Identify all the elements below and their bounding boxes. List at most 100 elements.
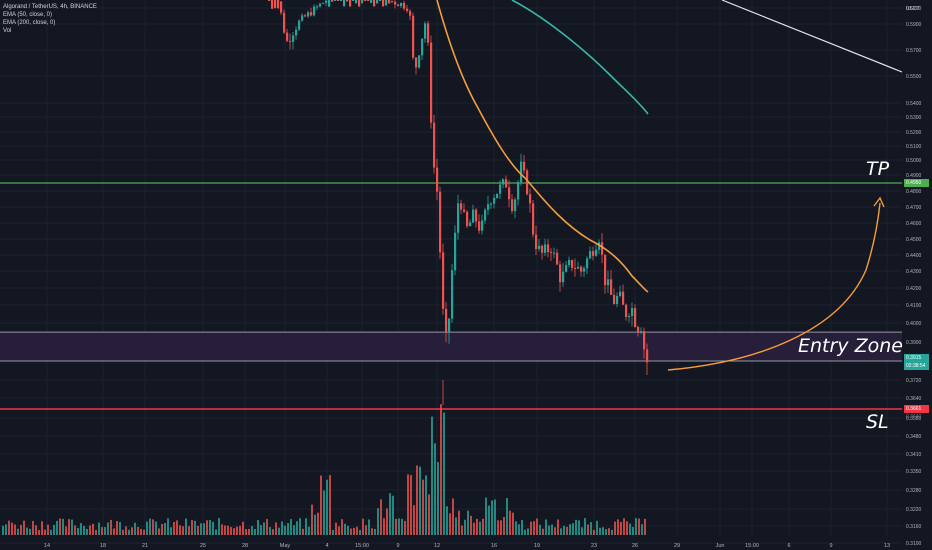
volume-bar [560,528,562,535]
volume-bar [356,526,358,535]
candle-body [466,211,469,227]
volume-bar [461,525,463,535]
ema50-line [436,0,649,293]
candle-body [646,349,649,363]
volume-bar [92,523,94,535]
volume-bar [440,404,442,535]
volume-bar [545,519,547,535]
volume-bar [389,493,391,535]
candle-body [583,268,586,272]
volume-bar [626,521,628,535]
y-tick-label: 0.5100 [906,144,922,150]
volume-bar [578,520,580,535]
volume-bar [563,525,565,535]
candle-body [598,242,601,250]
y-tick-label: 0.4500 [906,237,922,243]
candle-body [271,0,274,9]
candle-body [400,3,403,7]
volume-bar [233,528,235,535]
candle-body [562,271,565,283]
y-tick-label: 0.4000 [906,321,922,327]
volume-bar [206,520,208,535]
volume-bar [23,520,25,535]
x-tick-label: 28 [242,543,248,549]
volume-bars [2,404,646,535]
volume-bar [503,517,505,535]
volume-bar [434,443,436,535]
candle-body [370,0,373,3]
legend-vol[interactable]: Vol [3,28,12,34]
volume-bar [29,528,31,535]
candle-body [460,203,463,210]
volume-bar [287,523,289,535]
trendline-segment [721,0,903,73]
candle-body [448,318,451,333]
volume-bar [80,523,82,535]
candle-body [631,308,634,316]
candle-body [403,3,406,9]
volume-bar [551,524,553,535]
y-tick-label: 0.4600 [906,221,922,227]
legend-ema50[interactable]: EMA (50, close, 0) [3,12,53,18]
y-tick-label: 0.3410 [906,452,922,458]
ema200-path [511,0,649,115]
candle-body [343,0,346,7]
candle-body [322,2,325,4]
legend-ema200[interactable]: EMA (200, close, 0) [3,20,56,26]
volume-bar [8,520,10,535]
volume-bar [428,494,430,535]
candle-body [388,0,391,4]
y-tick-label: 0.5000 [906,158,922,164]
candle-body [481,220,484,231]
candle-body [382,0,385,7]
volume-bar [17,528,19,535]
x-tick-label: 14 [44,543,50,549]
volume-bar [152,519,154,535]
candle-body [457,203,460,233]
volume-bar [341,519,343,535]
candle-body [340,0,343,2]
candle-body [418,55,421,68]
chart-legend: Algorand / TetherUS, 4h, BINANCE EMA (50… [3,3,97,35]
candle-body [310,12,313,16]
volume-bar [278,527,280,535]
candle-body [277,0,280,9]
y-tick-label: 0.5700 [906,48,922,54]
volume-bar [446,506,448,535]
y-tick-label: 0.5300 [906,115,922,121]
volume-bar [116,521,118,535]
volume-bar [326,479,328,535]
volume-bar [203,523,205,535]
x-tick-label: 25 [200,543,206,549]
volume-bar [11,522,13,535]
volume-bar [332,529,334,535]
legend-symbol[interactable]: Algorand / TetherUS, 4h, BINANCE [3,4,97,10]
volume-bar [65,526,67,535]
candle-body [520,161,523,183]
volume-bar [158,528,160,535]
volume-bar [374,529,376,535]
volume-bar [359,529,361,535]
volume-bar [242,521,244,535]
y-tick-label: 0.4300 [906,269,922,275]
volume-bar [566,526,568,535]
candle-body [295,29,298,36]
volume-bar [77,527,79,535]
volume-bar [347,525,349,535]
volume-bar [557,519,559,535]
y-tick-label: 0.3720 [906,378,922,384]
volume-bar [500,520,502,535]
time-axis[interactable]: 14 18 21 25 28 May 4 15:00 9 12 16 19 23 26 29 Jun 15:00… [44,543,890,549]
volume-bar [305,518,307,535]
x-tick-label: 19 [534,543,540,549]
volume-bar [221,524,223,535]
volume-bar [629,523,631,535]
volume-bar [32,520,34,535]
volume-bar [383,518,385,535]
volume-bar [56,520,58,535]
volume-bar [239,525,241,535]
candle-body [445,308,448,333]
volume-bar [413,505,415,535]
